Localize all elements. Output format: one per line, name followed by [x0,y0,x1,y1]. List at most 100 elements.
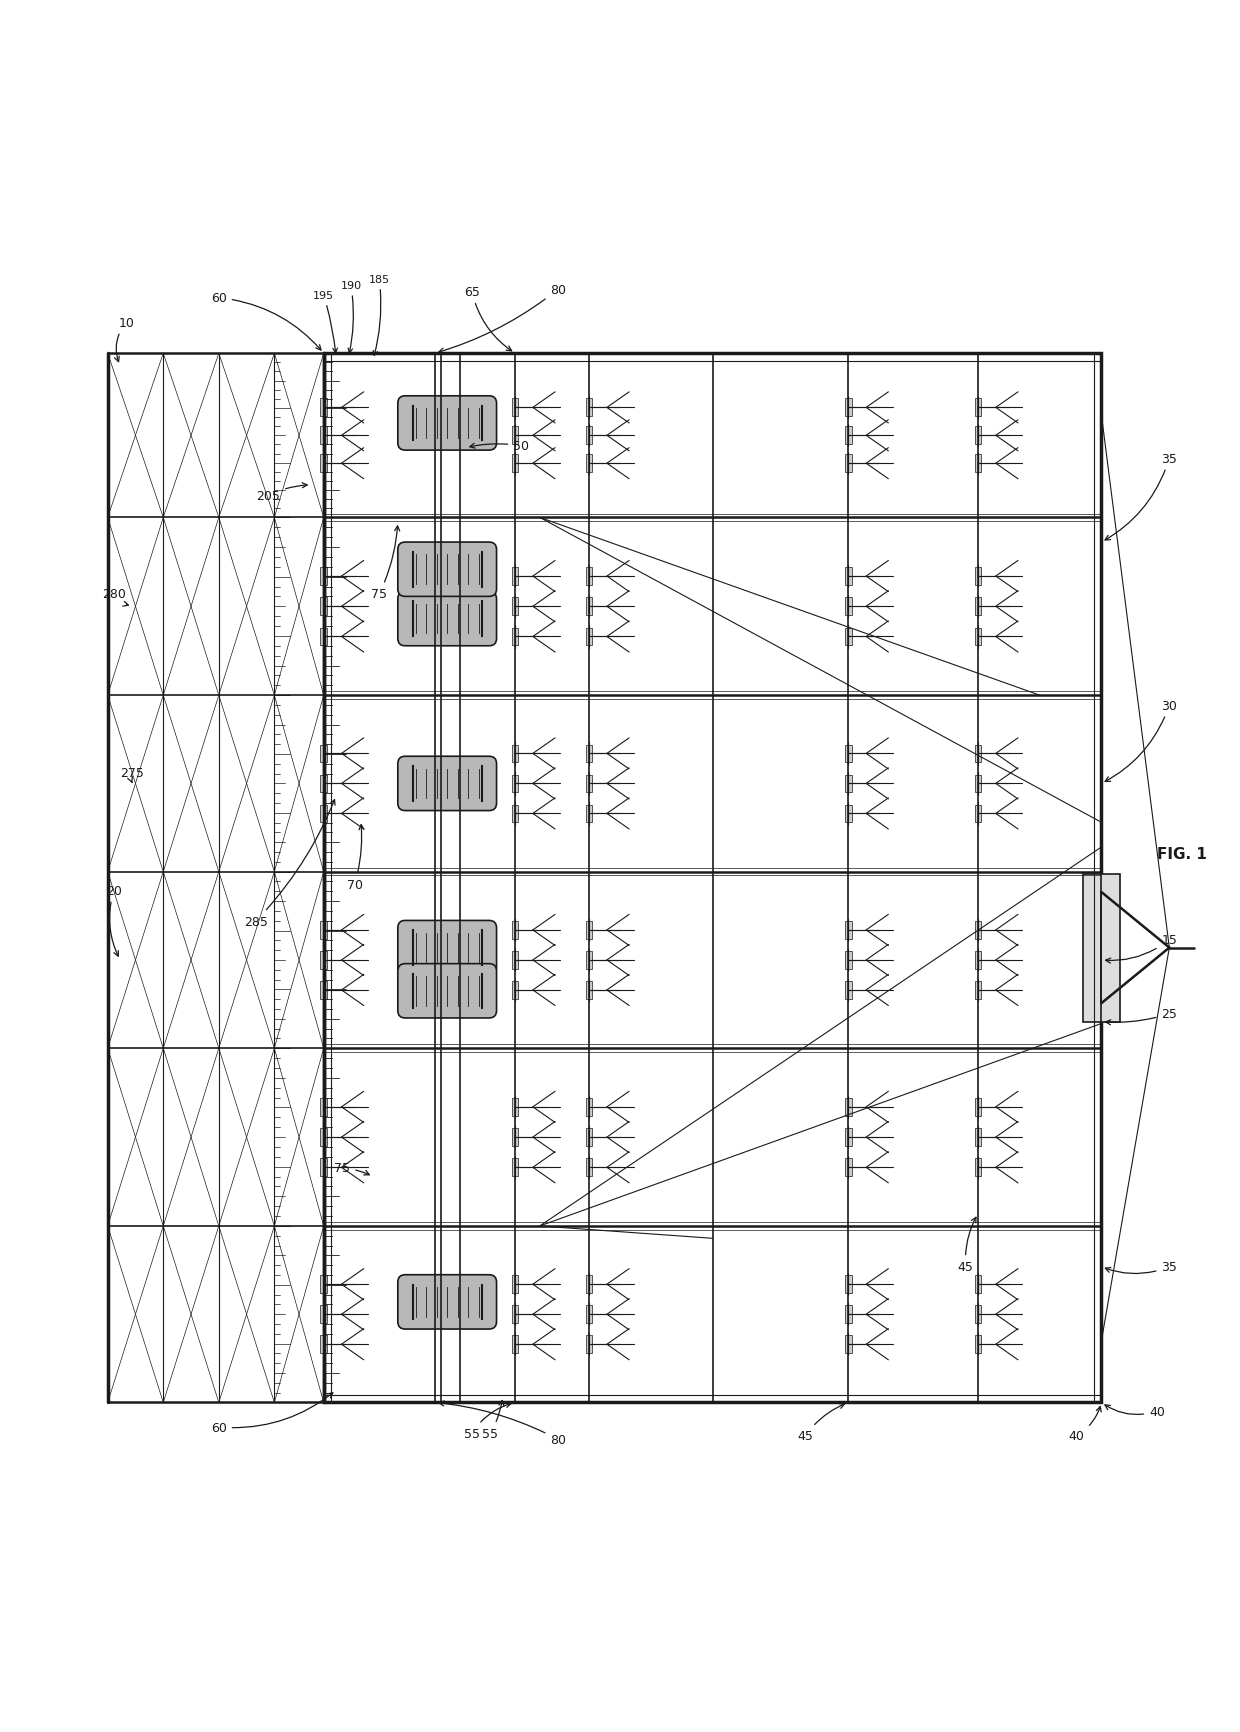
FancyBboxPatch shape [398,397,496,450]
Bar [844,805,852,823]
Text: 190: 190 [340,281,361,353]
Bar [585,1159,593,1176]
Bar [844,1335,852,1353]
Bar [585,629,593,646]
Text: 285: 285 [244,800,335,928]
Bar [512,1129,518,1147]
Bar [585,951,593,970]
Bar [844,428,852,445]
Bar [324,353,1101,1403]
Bar [512,1306,518,1323]
Bar [585,1335,593,1353]
Text: 10: 10 [114,317,134,362]
Text: 280: 280 [102,589,129,606]
Text: 205: 205 [257,483,308,502]
Bar [975,1335,981,1353]
Text: 80: 80 [439,284,567,353]
Bar [585,805,593,823]
Bar [844,568,852,585]
Bar [975,629,981,646]
Bar [320,982,327,999]
Bar [975,1306,981,1323]
Bar [585,428,593,445]
Bar [512,568,518,585]
Bar [512,1098,518,1115]
Bar [512,951,518,970]
Bar [975,456,981,473]
Text: 45: 45 [797,1405,844,1443]
Bar [975,951,981,970]
Text: 275: 275 [120,767,144,783]
Bar [585,400,593,417]
Bar [585,568,593,585]
Bar [512,982,518,999]
Bar [975,1098,981,1115]
Bar [512,456,518,473]
Bar [844,400,852,417]
Text: 50: 50 [470,440,529,454]
Bar [320,568,327,585]
FancyBboxPatch shape [398,592,496,646]
Bar [320,805,327,823]
Bar [320,951,327,970]
Bar [585,456,593,473]
Bar [975,598,981,617]
Bar [585,1129,593,1147]
Bar [844,1129,852,1147]
Bar [844,921,852,939]
Bar [320,456,327,473]
Text: 65: 65 [464,286,512,352]
Bar [975,982,981,999]
Text: 15: 15 [1106,934,1177,963]
Bar [320,1098,327,1115]
Bar [320,1159,327,1176]
Bar [1083,875,1120,1022]
Bar [320,1335,327,1353]
Bar [844,745,852,762]
Bar [585,1306,593,1323]
Bar [320,1275,327,1294]
Bar [320,745,327,762]
Bar [512,400,518,417]
Text: 20: 20 [105,883,122,956]
Bar [512,805,518,823]
Bar [844,456,852,473]
Text: 75: 75 [371,527,399,601]
Text: 60: 60 [211,1393,332,1434]
Bar [975,776,981,793]
Bar [975,921,981,939]
Bar [320,428,327,445]
Bar [320,598,327,617]
Bar [512,776,518,793]
Text: 30: 30 [1105,700,1177,783]
Text: 60: 60 [211,293,321,352]
Bar [844,1306,852,1323]
Bar [975,400,981,417]
Text: 80: 80 [439,1401,567,1446]
Bar [975,568,981,585]
Text: 40: 40 [1069,1406,1101,1443]
Bar [512,428,518,445]
Bar [320,921,327,939]
FancyBboxPatch shape [398,757,496,811]
Bar [512,1335,518,1353]
FancyBboxPatch shape [398,542,496,598]
Bar [844,1098,852,1115]
Text: 45: 45 [957,1218,976,1273]
Text: FIG. 1: FIG. 1 [1157,847,1207,861]
Bar [320,776,327,793]
Bar [844,1275,852,1294]
Bar [585,921,593,939]
Bar [844,951,852,970]
Bar [844,629,852,646]
Bar [585,745,593,762]
Text: 70: 70 [347,824,365,890]
Bar [975,1129,981,1147]
Bar [585,1275,593,1294]
Bar [512,745,518,762]
Bar [975,805,981,823]
Bar [975,745,981,762]
Bar [844,598,852,617]
Text: 75: 75 [335,1162,370,1176]
Bar [512,1159,518,1176]
